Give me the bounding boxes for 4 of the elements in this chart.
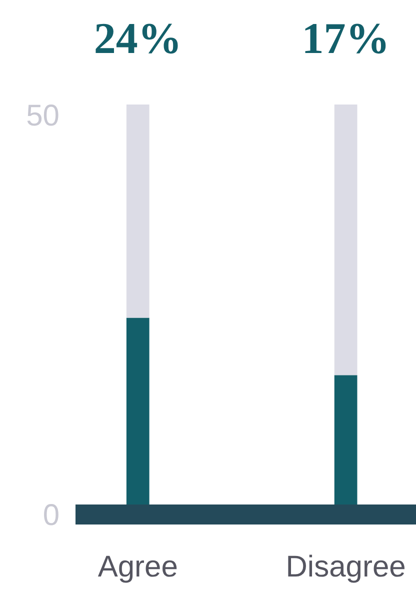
data-label: 17% [302, 14, 390, 63]
data-label: 24% [94, 14, 182, 63]
x-tick-label: Disagree [286, 550, 406, 584]
x-tick-label: Agree [98, 550, 178, 584]
